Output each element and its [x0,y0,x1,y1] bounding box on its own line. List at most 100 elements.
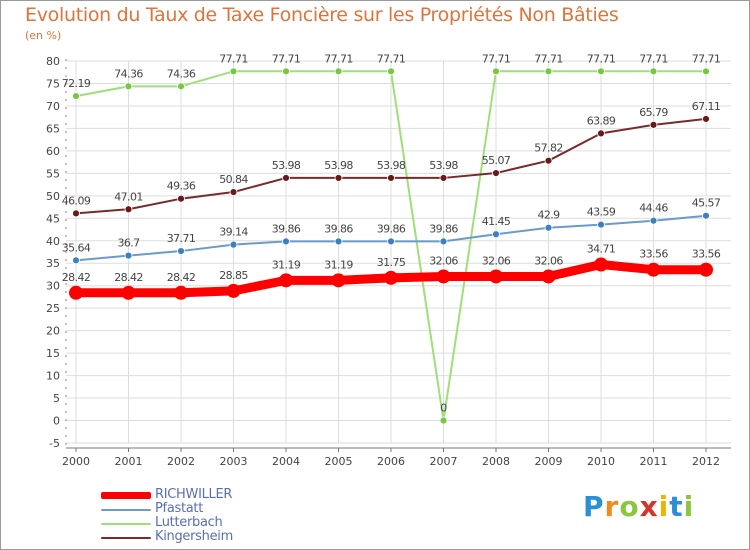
data-label-richwiller: 32.06 [429,254,458,267]
x-tick-label: 2004 [272,455,300,468]
data-point-lutterbach [229,67,238,76]
x-tick-label: 2003 [220,455,248,468]
y-tick-label: 35 [46,257,60,270]
data-label-lutterbach: 77.71 [219,52,248,65]
y-tick-label: 60 [46,145,60,158]
data-label-lutterbach: 77.71 [482,52,511,65]
logo-letter: i [658,490,670,523]
data-point-lutterbach [177,82,185,91]
data-point-kingersheim [334,174,343,182]
data-label-lutterbach: 77.71 [587,52,616,65]
data-label-kingersheim: 57.82 [534,142,563,155]
y-tick-label: 30 [46,280,60,293]
series [69,67,713,425]
y-tick-label: 5 [53,392,60,405]
data-point-richwiller [541,269,556,284]
data-point-kingersheim [492,169,500,177]
data-label-richwiller: 31.19 [272,258,301,271]
x-tick-label: 2010 [587,455,615,468]
legend-label-richwiller: RICHWILLER [155,487,233,502]
legend-label-pfastatt: Pfastatt [155,501,204,516]
data-point-pfastatt [597,220,605,229]
y-tick-label: 25 [46,302,60,315]
x-tick-label: 2012 [692,455,720,468]
logo-letter: x [639,490,659,523]
data-label-pfastatt: 44.46 [639,202,668,215]
data-point-pfastatt [334,237,343,246]
data-point-kingersheim [124,205,133,214]
data-label-lutterbach: 77.71 [692,52,721,65]
data-label-lutterbach: 0 [440,402,447,415]
data-point-lutterbach [72,92,80,100]
data-label-kingersheim: 55.07 [482,154,511,167]
y-tick-label: 20 [46,325,60,338]
data-point-lutterbach [334,67,343,76]
data-label-richwiller: 32.06 [534,254,563,267]
y-tick-label: 55 [46,167,60,180]
data-point-lutterbach [387,67,395,76]
data-label-pfastatt: 45.57 [692,197,721,210]
data-label-richwiller: 34.71 [587,243,616,256]
data-label-lutterbach: 77.71 [534,52,563,65]
data-label-pfastatt: 41.45 [482,215,511,228]
data-point-richwiller [594,257,608,272]
logo-letter: r [604,490,620,523]
data-point-richwiller [279,273,293,288]
data-point-pfastatt [72,256,80,265]
legend-label-kingersheim: Kingersheim [155,529,233,544]
axes: -5 0 5 10 15 20 25 30 35 40 45 50 55 60 65 70 75 80 2000 20… [46,55,731,468]
data-point-pfastatt [177,247,185,255]
data-label-lutterbach: 77.71 [324,52,353,65]
data-point-pfastatt [229,240,238,249]
x-tick-label: 2002 [167,455,195,468]
logo-letter: i [683,490,695,523]
data-point-kingersheim [702,115,710,123]
data-label-kingersheim: 67.11 [692,100,721,113]
x-tick-label: 2008 [482,455,510,468]
logo-letter: P [583,490,605,523]
data-point-pfastatt [282,237,290,246]
y-tick-label: 40 [46,235,60,248]
data-label-kingersheim: 65.79 [639,106,668,119]
data-label-pfastatt: 39.86 [272,222,301,235]
x-tick-label: 2006 [377,455,405,468]
data-label-kingersheim: 49.36 [167,180,196,193]
y-tick-label: 10 [46,370,60,383]
y-tick-label: 15 [46,347,60,360]
x-tick-label: 2000 [62,455,90,468]
data-label-pfastatt: 37.71 [167,232,196,245]
data-label-richwiller: 31.19 [324,258,353,271]
legend-swatch-kingersheim [101,537,151,539]
logo-letter: t [669,490,684,523]
data-point-richwiller [121,285,136,300]
data-label-kingersheim: 50.84 [219,173,248,186]
x-tick-label: 2009 [535,455,563,468]
data-label-kingersheim: 47.01 [114,190,143,203]
data-point-kingersheim [544,156,553,165]
data-point-pfastatt [439,237,448,246]
data-label-lutterbach: 77.71 [272,52,301,65]
data-label-kingersheim: 63.89 [587,114,616,127]
proxiti-logo: Proxiti [583,490,694,523]
data-point-richwiller [331,273,346,288]
data-point-kingersheim [649,120,658,129]
data-point-lutterbach [649,67,658,76]
data-label-lutterbach: 74.36 [114,67,143,80]
x-tick-label: 2011 [640,455,668,468]
data-label-pfastatt: 39.86 [429,222,458,235]
data-label-kingersheim: 53.98 [272,159,301,172]
data-point-kingersheim [387,174,395,182]
x-tick-label: 2005 [325,455,353,468]
data-label-kingersheim: 53.98 [377,159,406,172]
data-point-lutterbach [439,416,448,425]
data-point-lutterbach [282,67,290,76]
legend-swatch-pfastatt [101,509,151,511]
x-tick-label: 2007 [430,455,458,468]
data-label-richwiller: 31.75 [377,256,406,269]
data-point-kingersheim [72,209,80,218]
data-point-kingersheim [597,129,605,138]
data-point-lutterbach [702,67,710,76]
data-label-richwiller: 33.56 [639,248,668,261]
data-label-kingersheim: 46.09 [62,194,91,207]
